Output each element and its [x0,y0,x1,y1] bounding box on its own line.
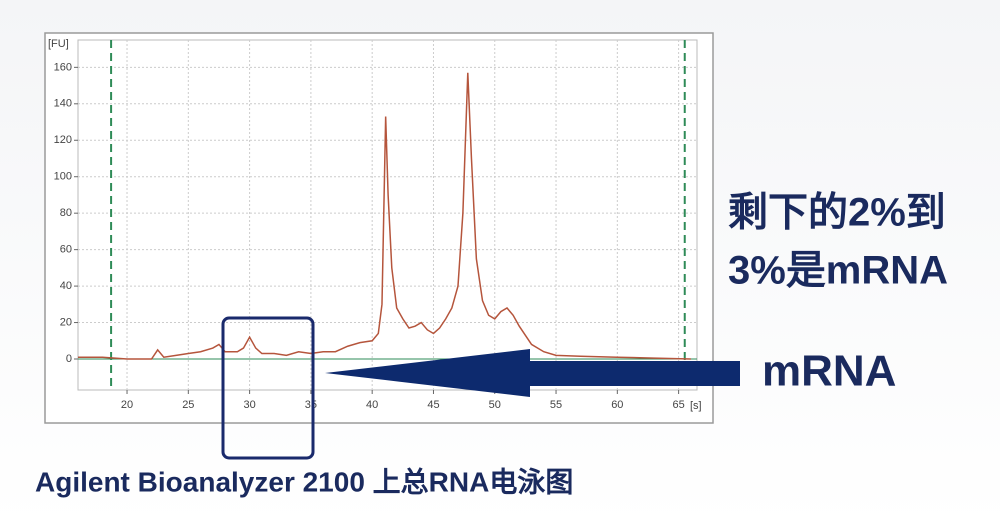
x-tick-label: 55 [550,399,562,411]
y-tick-label: 60 [60,244,72,256]
x-tick-label: 50 [489,399,501,411]
y-tick-label: 20 [60,316,72,328]
y-tick-label: 0 [66,353,72,365]
y-tick-label: 160 [54,61,72,73]
x-axis-label: [s] [690,400,702,412]
x-tick-label: 30 [243,399,255,411]
annotation: 3%是mRNA [728,249,948,293]
annotation: mRNA [762,347,896,396]
y-tick-label: 120 [54,134,72,146]
arrow [325,349,740,397]
y-tick-label: 80 [60,207,72,219]
y-tick-label: 40 [60,280,72,292]
data-line [78,72,691,360]
x-tick-label: 40 [366,399,378,411]
caption: Agilent Bioanalyzer 2100 上总RNA电泳图 [35,466,573,497]
x-tick-label: 20 [121,399,133,411]
plot-area [77,39,698,391]
y-tick-label: 140 [54,98,72,110]
x-tick-label: 25 [182,399,194,411]
highlight-box [221,316,315,460]
marks: 0 20 40 60 80 100 120 140 160 20 25 30 35 40 45 50 55 60 6… [54,40,697,411]
y-axis-label: [FU] [48,38,69,50]
x-tick-label: 60 [611,399,623,411]
annotation: 剩下的2%到 [728,191,946,235]
x-tick-label: 45 [427,399,439,411]
y-tick-label: 100 [54,171,72,183]
x-tick-label: 35 [305,399,317,411]
x-tick-label: 65 [672,399,684,411]
